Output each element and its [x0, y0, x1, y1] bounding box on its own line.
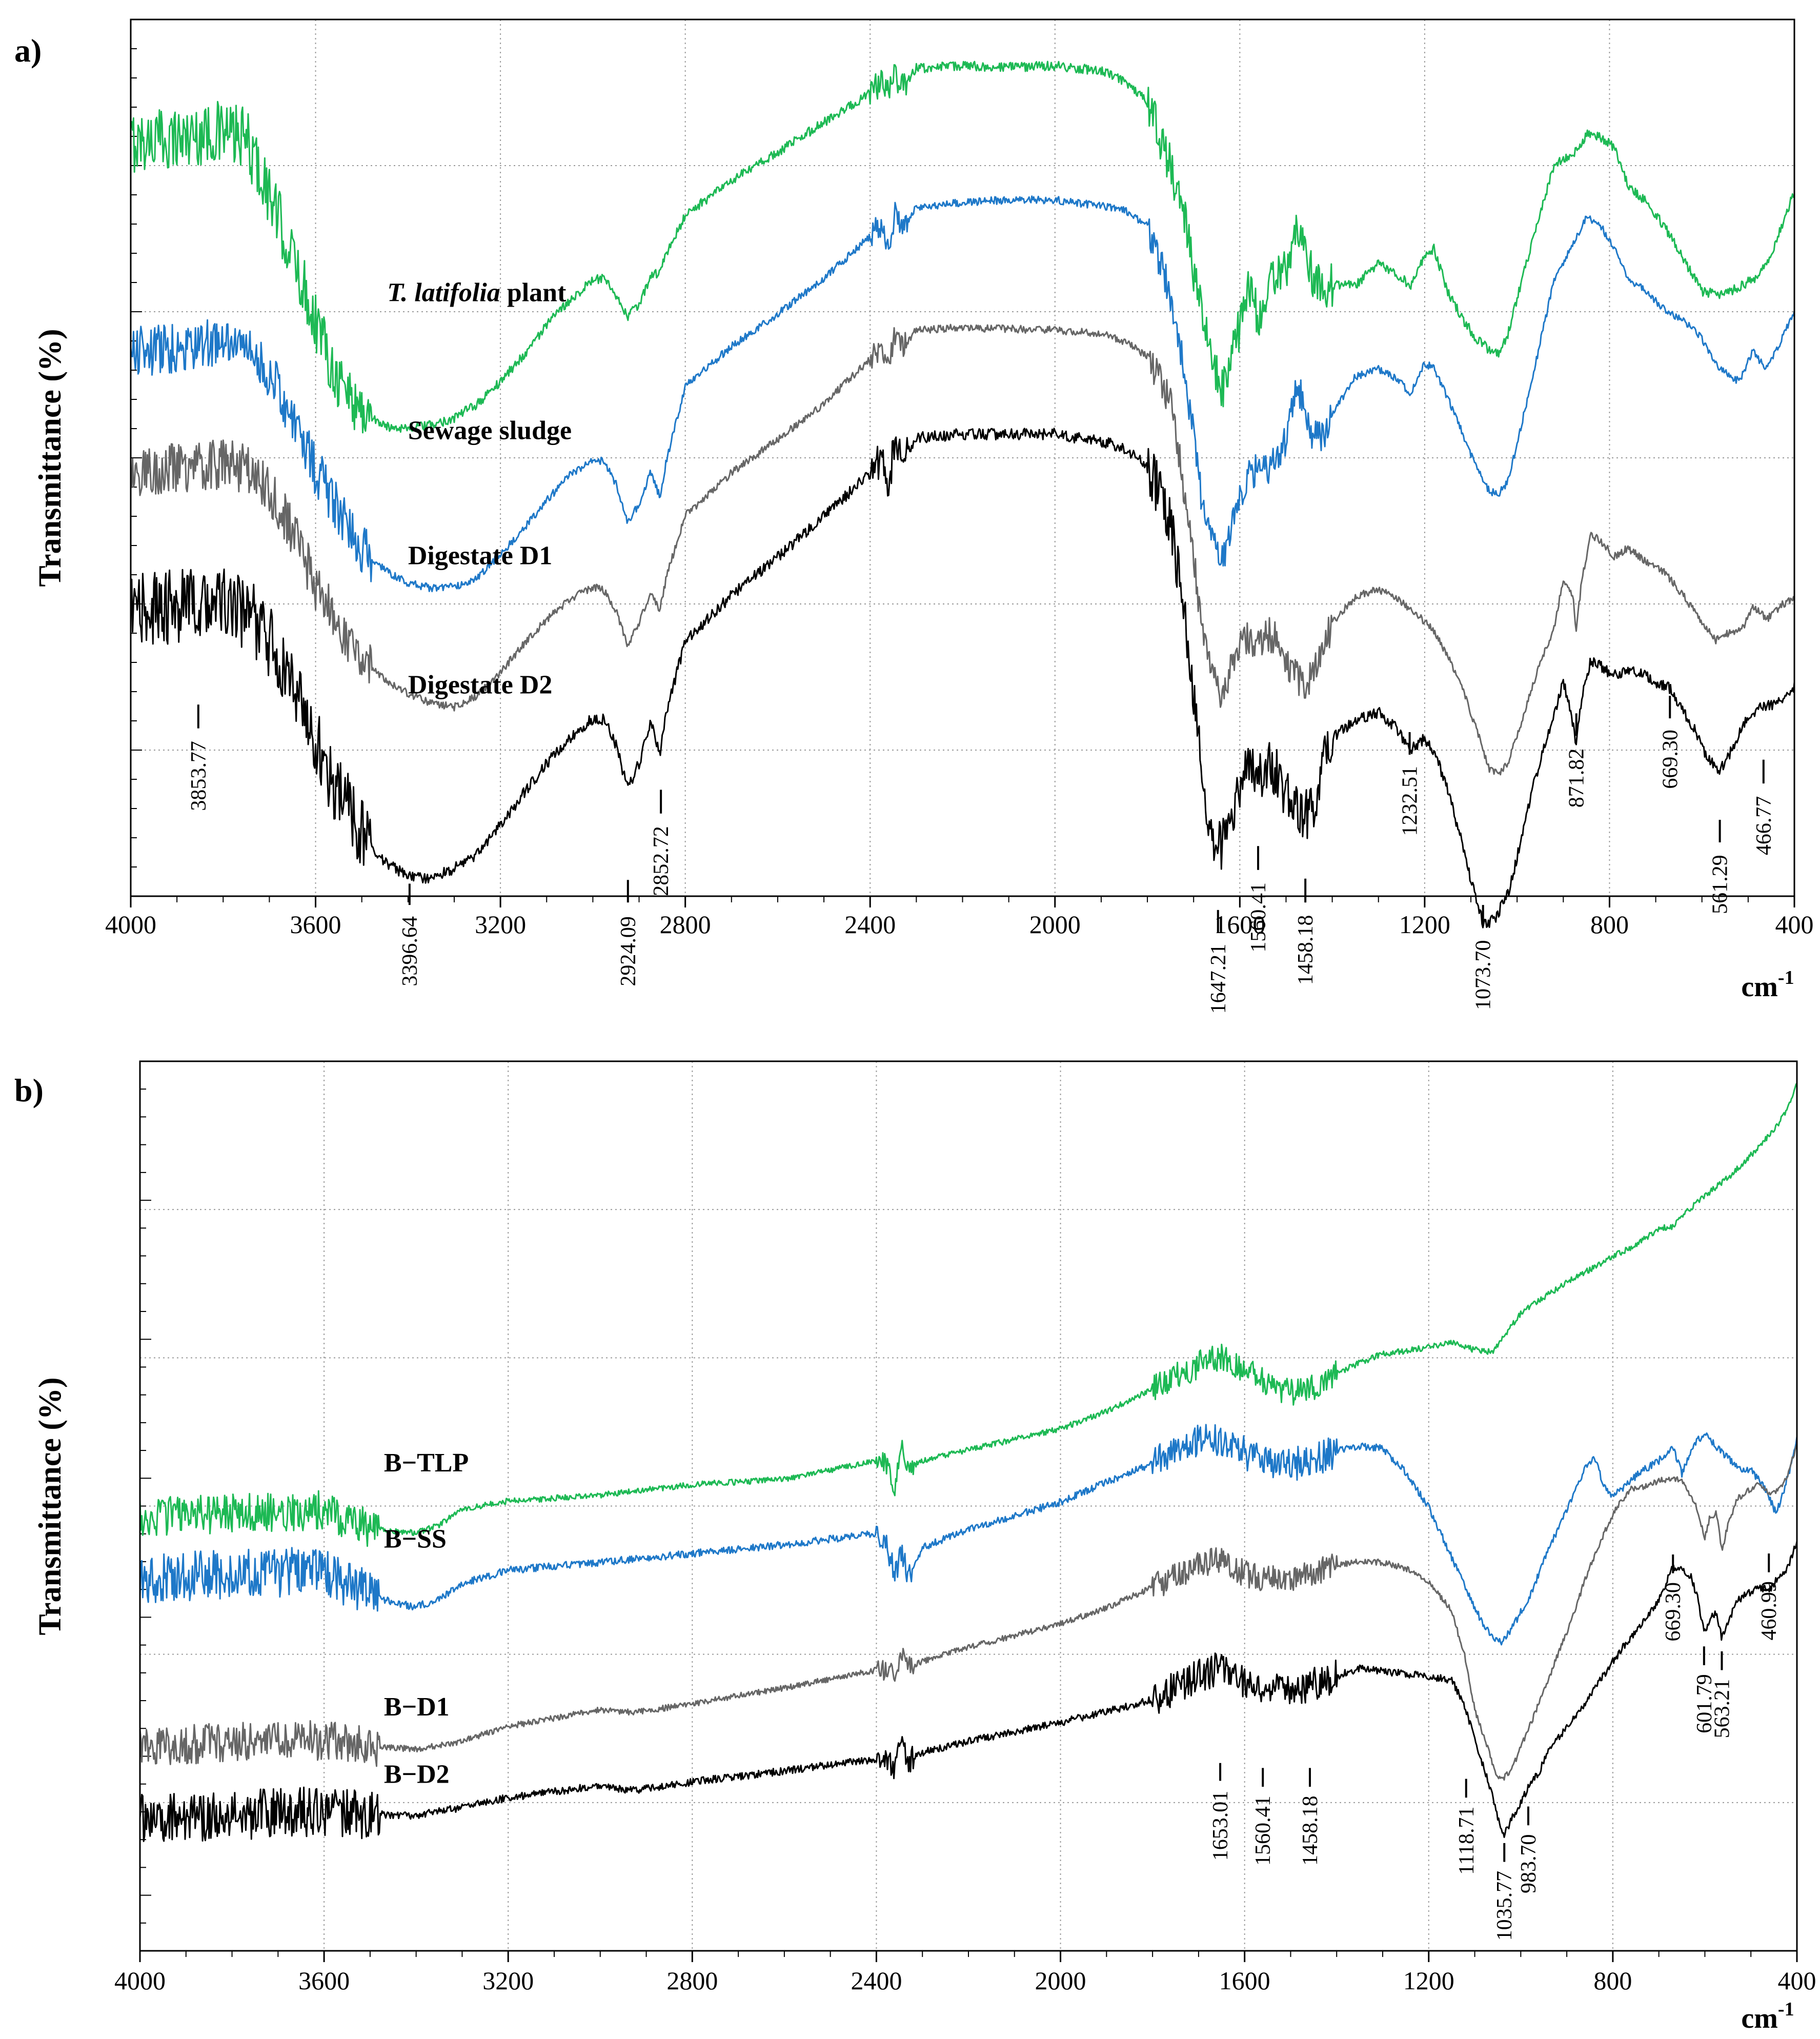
panel-a-x-axis: 4000 3600 3200 2800 2400 2000 1600 1200 800 400	[105, 896, 1814, 939]
panel-a-frame	[130, 18, 1795, 897]
panel-b-x-tick-label: 1200	[1403, 1966, 1454, 1995]
panel-b-peak-label: 983.70	[1517, 1834, 1541, 1894]
panel-a-x-tick-label: 3200	[475, 910, 526, 939]
panel-a-peak-label: 2924.09	[617, 916, 640, 986]
panel-b-label: b)	[14, 1072, 44, 1108]
panel-a-series-label: T. latifolia plant	[387, 278, 567, 308]
panel-a-x-tick-label: 1600	[1214, 910, 1265, 939]
panel-a-series-4	[130, 428, 1795, 928]
panel-b-y-axis-label: Transmittance (%)	[33, 1377, 68, 1635]
panel-a-series-labels: T. latifolia plant Sewage sludge Digestate…	[387, 278, 572, 700]
panel-a-annotations: 3853.77 3396.64 2924.09 2852.72 1647.21 1560.…	[187, 696, 1776, 1014]
panel-a-peak-label: 1073.70	[1472, 940, 1495, 1011]
panel-b-x-tick-label: 3200	[482, 1966, 534, 1995]
panel-b-grid	[140, 1061, 1797, 1951]
panel-a-grid	[131, 19, 1794, 897]
panel-b-series-4	[139, 1541, 1798, 1842]
panel-b-x-axis-label: cm-1	[1741, 1998, 1794, 2034]
panel-a-series-3	[130, 324, 1795, 776]
panel-a-peak-label: 1232.51	[1399, 766, 1422, 836]
panel-a-x-tick-label: 1200	[1399, 910, 1450, 939]
panel-b-x-tick-label: 400	[1778, 1966, 1816, 1995]
panel-a-y-axis-label: Transmittance (%)	[33, 329, 68, 587]
panel-b: b) 1653.01 1560.41 1458.18 1118.71 1035.7798…	[14, 1060, 1816, 2034]
panel-a-peak-label: 669.30	[1659, 730, 1682, 789]
panel-b-x-tick-label: 3600	[298, 1966, 350, 1995]
panel-b-series-label: B−SS	[384, 1524, 447, 1553]
panel-b-x-tick-label: 4000	[114, 1966, 166, 1995]
panel-a-peak-label: 871.82	[1565, 749, 1589, 808]
panel-a-peak-label: 466.77	[1752, 796, 1776, 856]
panel-a-series-2	[130, 195, 1795, 593]
panel-a-series-label: Sewage sludge	[408, 416, 572, 445]
panel-a-x-tick-label: 800	[1590, 910, 1629, 939]
panel-b-series	[139, 1082, 1798, 1842]
panel-b-x-tick-label: 2000	[1035, 1966, 1086, 1995]
panel-a-x-axis-label: cm-1	[1741, 967, 1794, 1003]
panel-b-annotations: 1653.01 1560.41 1458.18 1118.71 1035.77983.7…	[1209, 1553, 1781, 1941]
panel-a-peak-label: 2852.72	[650, 826, 673, 896]
panel-b-x-tick-label: 1600	[1219, 1966, 1270, 1995]
panel-b-series-3	[139, 1444, 1798, 1781]
panel-a: a) 3853.77 3396.64 2924.09 2852.72 1647.21 15…	[14, 18, 1814, 1014]
panel-b-peak-label: 563.21	[1710, 1679, 1734, 1739]
panel-a-x-tick-label: 3600	[290, 910, 341, 939]
panel-b-peak-label: 1118.71	[1455, 1807, 1479, 1875]
panel-b-peak-label: 1035.77	[1493, 1871, 1516, 1941]
panel-b-series-2	[139, 1424, 1798, 1646]
panel-a-x-tick-label: 400	[1775, 910, 1814, 939]
panel-a-peak-label: 1560.41	[1247, 882, 1270, 953]
panel-b-peak-label: 1560.41	[1251, 1795, 1275, 1866]
panel-a-x-tick-label: 4000	[105, 910, 156, 939]
panel-b-peak-label: 1653.01	[1209, 1791, 1232, 1861]
panel-b-series-label: B−D2	[384, 1760, 450, 1789]
panel-b-series-label: B−TLP	[384, 1448, 469, 1478]
panel-a-x-tick-label: 2000	[1029, 910, 1081, 939]
panel-b-x-axis: 4000 3600 3200 2800 2400 2000 1600 1200 800 400	[114, 1951, 1816, 1995]
panel-b-frame	[139, 1060, 1798, 1952]
panel-a-series	[130, 60, 1795, 928]
panel-a-peak-label: 1647.21	[1207, 944, 1230, 1014]
panel-b-series-label: B−D1	[384, 1692, 450, 1722]
panel-a-series-label: Digestate D1	[408, 541, 553, 571]
panel-a-series-label: Digestate D2	[408, 670, 553, 699]
panel-b-peak-label: 1458.18	[1299, 1795, 1322, 1866]
panel-a-peak-label: 1458.18	[1294, 915, 1318, 985]
panel-b-x-tick-label: 2400	[851, 1966, 902, 1995]
panel-a-series-1	[130, 60, 1795, 434]
panel-b-peak-label: 601.79	[1693, 1674, 1716, 1733]
panel-b-x-tick-label: 2800	[666, 1966, 718, 1995]
panel-a-peak-label: 3396.64	[398, 916, 422, 986]
panel-a-x-tick-label: 2400	[844, 910, 896, 939]
panel-b-peak-label: 460.99	[1757, 1581, 1781, 1641]
panel-b-x-tick-label: 800	[1593, 1966, 1632, 1995]
panel-b-peak-label: 669.30	[1662, 1582, 1685, 1642]
panel-b-series-labels: B−TLP B−SS B−D1 B−D2	[384, 1448, 469, 1789]
panel-a-label: a)	[14, 32, 42, 69]
panel-a-x-tick-label: 2800	[660, 910, 711, 939]
panel-a-peak-label: 561.29	[1709, 855, 1732, 914]
panel-b-series-1	[139, 1082, 1798, 1547]
panel-a-peak-label: 3853.77	[187, 741, 211, 811]
